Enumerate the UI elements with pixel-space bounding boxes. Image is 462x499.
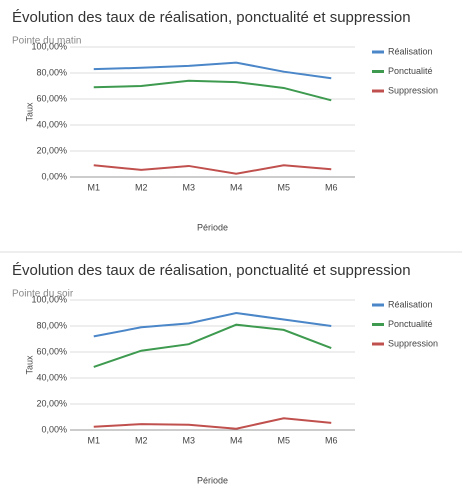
x-tick-label: M1	[87, 182, 100, 192]
x-tick-label: M5	[277, 435, 290, 445]
y-tick-label: 0,00%	[41, 424, 67, 434]
x-tick-label: M2	[135, 435, 148, 445]
series-line	[93, 311, 332, 338]
legend-label: Suppression	[388, 85, 438, 95]
legend-label: Ponctualité	[388, 319, 433, 329]
series-line	[93, 79, 332, 102]
y-tick-label: 100,00%	[31, 294, 67, 304]
legend-label: Ponctualité	[388, 66, 433, 76]
x-tick-label: M2	[135, 182, 148, 192]
y-tick-label: 80,00%	[36, 320, 67, 330]
series-line	[93, 323, 332, 368]
y-tick-label: 40,00%	[36, 372, 67, 382]
series-line	[93, 417, 332, 430]
x-tick-label: M1	[87, 435, 100, 445]
y-tick-label: 20,00%	[36, 398, 67, 408]
legend-label: Réalisation	[388, 46, 433, 56]
chart-subtitle: Pointe du soir	[12, 289, 74, 300]
chart-subtitle: Pointe du matin	[12, 36, 82, 47]
x-tick-label: M4	[230, 435, 243, 445]
y-tick-label: 60,00%	[36, 346, 67, 356]
legend-label: Réalisation	[388, 299, 433, 309]
x-tick-label: M5	[277, 182, 290, 192]
x-tick-label: M3	[182, 435, 195, 445]
y-axis-label: Taux	[24, 355, 34, 375]
y-tick-label: 40,00%	[36, 119, 67, 129]
y-tick-label: 100,00%	[31, 41, 67, 51]
x-tick-label: M4	[230, 182, 243, 192]
x-axis-label: Période	[197, 475, 228, 485]
series-line	[93, 61, 332, 80]
chart-title: Évolution des taux de réalisation, ponct…	[12, 262, 411, 279]
y-axis-label: Taux	[24, 102, 34, 122]
x-tick-label: M6	[325, 435, 338, 445]
y-tick-label: 20,00%	[36, 145, 67, 155]
y-tick-label: 80,00%	[36, 67, 67, 77]
series-line	[93, 164, 332, 175]
chart-title: Évolution des taux de réalisation, ponct…	[12, 9, 411, 26]
x-tick-label: M6	[325, 182, 338, 192]
legend-label: Suppression	[388, 338, 438, 348]
x-axis-label: Période	[197, 222, 228, 232]
y-tick-label: 60,00%	[36, 93, 67, 103]
x-tick-label: M3	[182, 182, 195, 192]
y-tick-label: 0,00%	[41, 171, 67, 181]
